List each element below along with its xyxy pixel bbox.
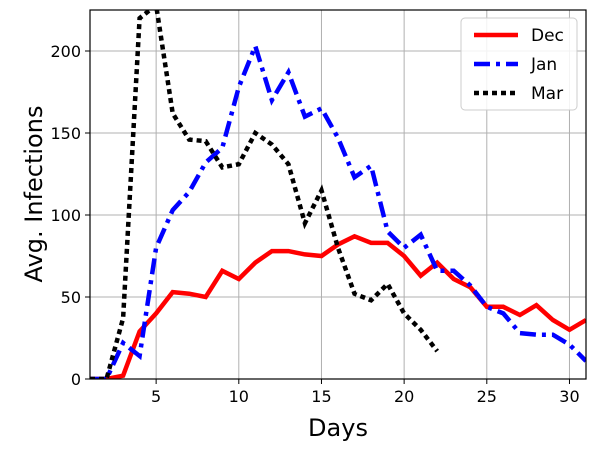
- y-tick-label: 150: [50, 124, 81, 143]
- series-line-mar: [90, 10, 439, 379]
- x-tick-label: 10: [229, 387, 249, 406]
- legend-box: [460, 17, 578, 111]
- x-tick-label: 20: [394, 387, 414, 406]
- series-line-dec: [90, 233, 586, 379]
- y-tick-label: 200: [50, 42, 81, 61]
- x-tick-label: 15: [311, 387, 331, 406]
- x-tick-label: 30: [559, 387, 579, 406]
- x-tick-label: 25: [477, 387, 497, 406]
- legend-label-jan: Jan: [530, 55, 557, 75]
- y-axis-label: Avg. Infections: [20, 106, 48, 283]
- y-tick-label: 100: [50, 206, 81, 225]
- tick-layer: 5 10 15 20 25 30 0 50 100 150 200: [50, 42, 579, 406]
- y-tick-label: 50: [61, 288, 81, 307]
- legend-label-dec: Dec: [531, 26, 564, 46]
- x-tick-label: 5: [151, 387, 161, 406]
- x-axis-label: Days: [308, 414, 368, 442]
- legend: Dec Jan Mar: [460, 17, 578, 111]
- series-line-jan: [90, 39, 586, 379]
- series-layer: [90, 10, 586, 379]
- y-tick-label: 0: [71, 370, 81, 389]
- legend-label-mar: Mar: [531, 84, 563, 104]
- plot-frame: [89, 9, 587, 380]
